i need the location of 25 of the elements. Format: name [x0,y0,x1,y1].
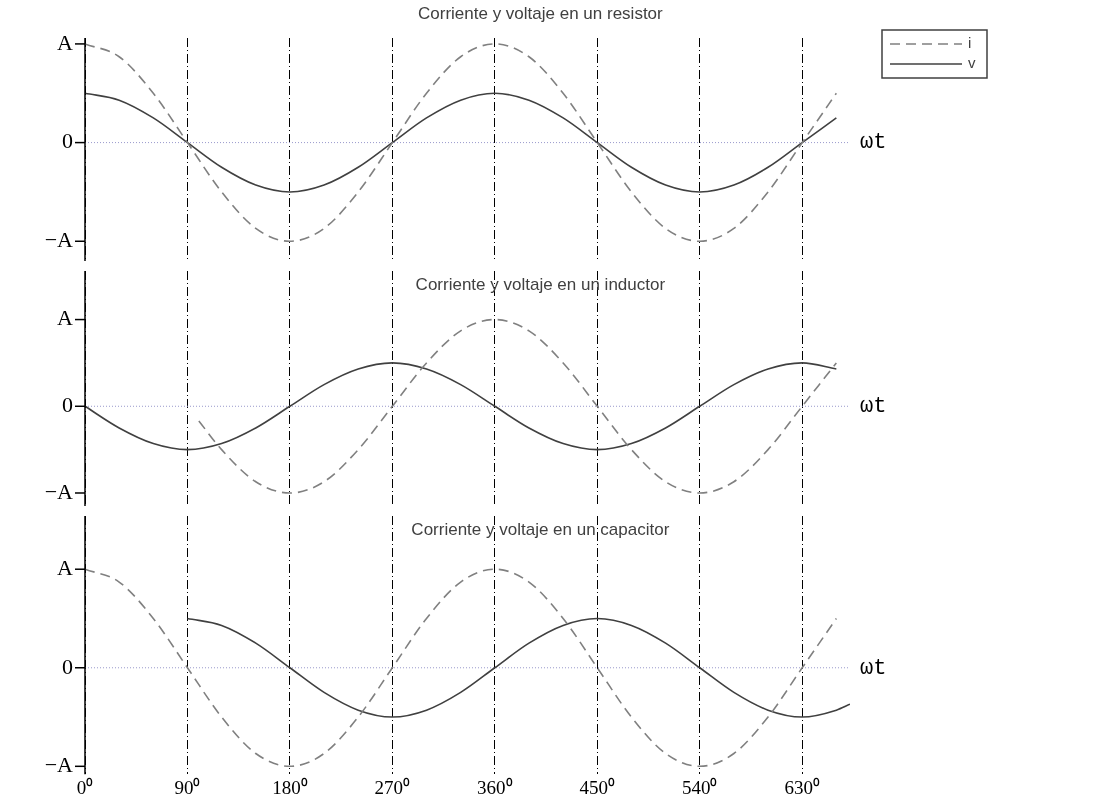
chart-title: Corriente y voltaje en un resistor [417,4,664,24]
text: 0 [62,392,73,418]
x-axis-title: ωt [860,130,887,156]
legend-label: v [968,54,976,72]
legend-label: i [968,34,972,52]
x-tick-label: 540⁰ [681,776,718,798]
x-tick-label: 360⁰ [477,776,513,798]
x-tick-label: 630⁰ [784,776,820,798]
text: 0 [62,128,73,154]
text: −A [44,227,74,253]
text: A [57,29,74,55]
chart-title: Corriente y voltaje en un inductor [415,275,666,295]
x-tick-label: 270⁰ [374,776,411,798]
text: A [57,305,74,331]
text: 0 [62,653,73,679]
x-axis-title: ωt [860,655,887,681]
text: −A [44,478,74,504]
x-tick-label: 180⁰ [272,776,308,798]
x-tick-label: 0⁰ [76,776,94,798]
chart-title: Corriente y voltaje en un capacitor [411,520,670,540]
x-tick-label: 90⁰ [174,776,201,798]
text: −A [44,752,74,778]
x-axis-title: ωt [860,394,887,420]
text: A [57,555,74,580]
x-tick-label: 450⁰ [579,776,616,798]
